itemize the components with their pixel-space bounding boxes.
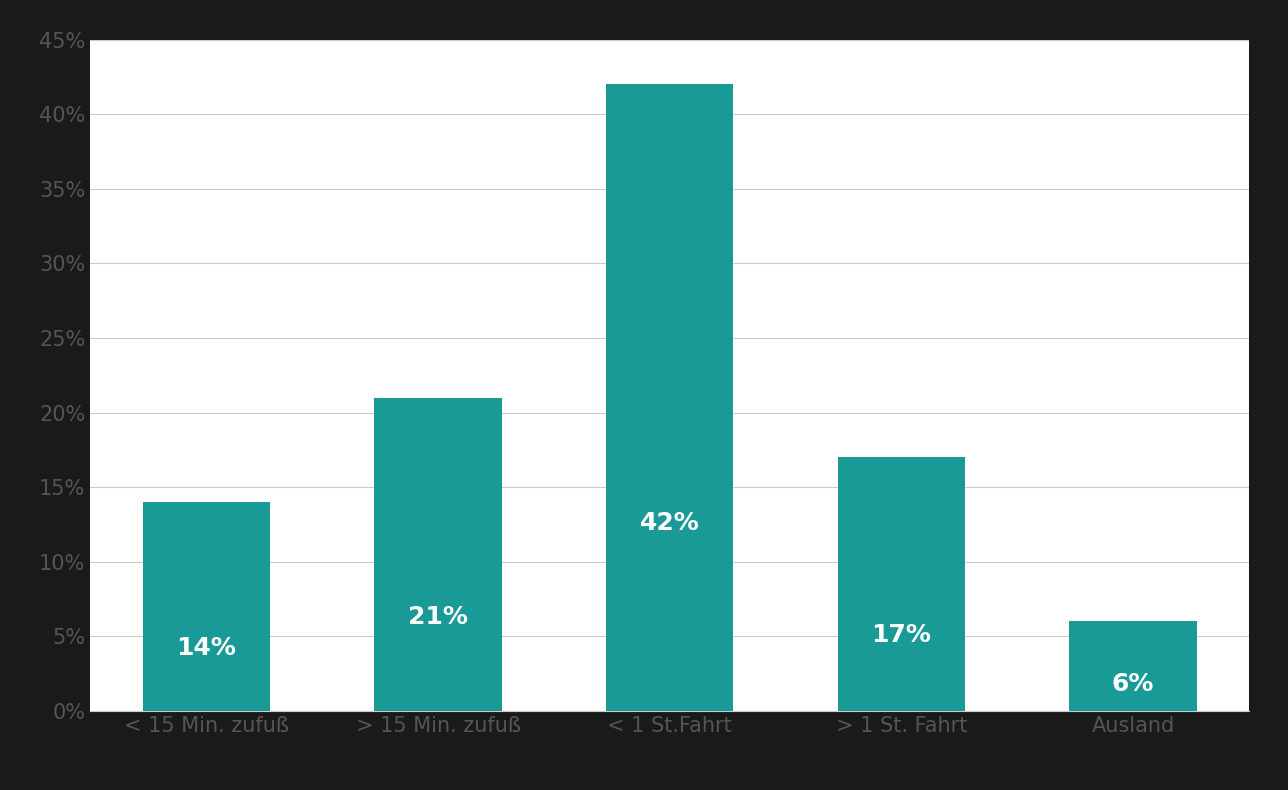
- Bar: [375, 397, 502, 711]
- Text: 17%: 17%: [872, 623, 931, 647]
- Bar: [607, 85, 733, 711]
- Text: 6%: 6%: [1112, 672, 1154, 696]
- Text: 42%: 42%: [640, 511, 699, 535]
- Bar: [1069, 622, 1197, 711]
- Bar: [143, 502, 270, 711]
- Text: 14%: 14%: [176, 636, 237, 660]
- Text: 21%: 21%: [408, 605, 468, 629]
- Bar: [837, 457, 965, 711]
